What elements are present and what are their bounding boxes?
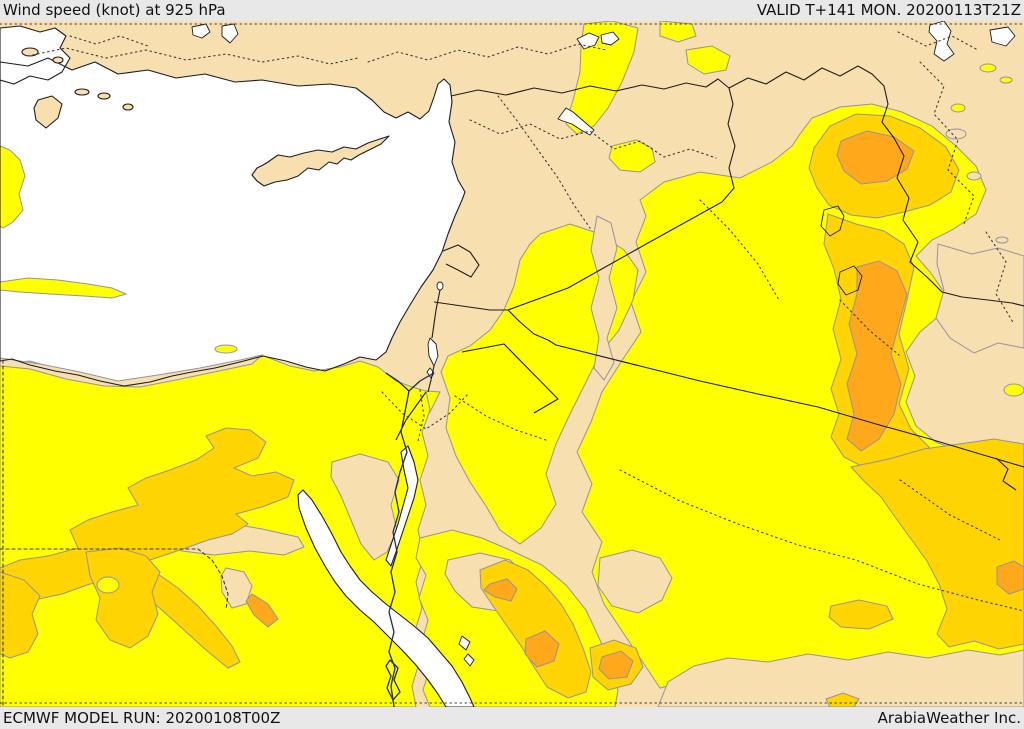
rhodes-island	[33, 95, 63, 129]
border-kuwait	[995, 457, 1017, 491]
red-sea-islands	[458, 635, 471, 651]
river-layer	[385, 372, 433, 708]
calm-pocket-jordan-valley	[590, 215, 618, 381]
mediterranean-sea	[0, 58, 465, 386]
lake	[576, 32, 600, 50]
calm-pocket	[966, 171, 982, 181]
wind-high-region-north-iraq	[836, 130, 915, 185]
admin-line	[699, 199, 780, 301]
calm-pocket-sinai	[330, 453, 400, 561]
border-jordan-iraq-saudi	[507, 309, 1024, 468]
wind-region	[214, 344, 238, 354]
island	[74, 88, 90, 96]
calm-pocket	[220, 567, 253, 609]
branding-label: ArabiaWeather Inc.	[877, 708, 1021, 727]
wind-medium-region-sw-egypt	[0, 427, 295, 669]
admin-line	[69, 35, 149, 47]
calm-pocket	[945, 128, 967, 140]
wind-high-region-central-iraq	[846, 260, 908, 452]
island	[52, 56, 64, 64]
nile-river	[388, 390, 410, 708]
wind-region	[0, 277, 128, 299]
wind-high-region	[245, 593, 279, 628]
lake-nasser	[385, 659, 401, 701]
lake	[191, 23, 211, 39]
valid-time-label: VALID T+141 MON. 20200113T21Z	[756, 1, 1021, 19]
calm-pocket	[597, 549, 673, 614]
gulf-of-suez-red-sea	[298, 490, 474, 707]
wind-high-region	[996, 560, 1024, 595]
border-jordan-river	[427, 289, 441, 393]
wind-region-hole	[96, 576, 120, 594]
border-turkey-syria-iraq-iran	[450, 65, 1024, 307]
wind-region	[950, 103, 966, 113]
border-egypt-sudan	[0, 548, 229, 611]
lake-urmia	[928, 20, 955, 62]
lake-van	[989, 26, 1016, 47]
lake-habbaniyah	[837, 265, 863, 296]
header-bar: Wind speed (knot) at 925 hPa VALID T+141…	[0, 0, 1024, 21]
calm-pocket-zagros	[935, 243, 1024, 354]
border-lebanon	[442, 244, 480, 278]
admin-line	[619, 469, 1024, 612]
wind-region	[979, 63, 997, 73]
lake	[221, 23, 239, 44]
admin-line	[381, 391, 469, 430]
lake	[600, 31, 620, 46]
admin-boundary-layer	[0, 23, 1024, 708]
wind-medium-region	[85, 547, 161, 649]
island	[97, 92, 111, 100]
border-layer	[395, 65, 1024, 491]
wind-high-region	[598, 650, 634, 680]
admin-line	[454, 395, 547, 441]
border-syria-jordan	[433, 301, 508, 311]
calm-pocket	[995, 236, 1009, 244]
wind-region	[999, 76, 1013, 84]
admin-line	[417, 389, 425, 442]
island	[122, 103, 134, 111]
border-jordan-saudi	[461, 343, 559, 414]
cyprus-island	[251, 135, 390, 187]
model-run-label: ECMWF MODEL RUN: 20200108T00Z	[3, 708, 281, 727]
red-sea-islands	[463, 653, 475, 667]
lake-tharthar	[820, 205, 845, 237]
sea-of-galilee	[436, 281, 444, 291]
wind-high-region	[483, 578, 518, 602]
border-egypt-israel	[395, 391, 427, 441]
border-syria-iraq	[507, 87, 736, 311]
wind-medium-region	[828, 599, 894, 630]
admin-line	[897, 31, 979, 51]
wind-region-center-mass	[440, 223, 639, 545]
nile-delta-branch	[385, 372, 410, 392]
wind-medium-region-southeast	[850, 438, 1024, 650]
admin-line	[899, 479, 1001, 541]
wind-region	[0, 145, 26, 229]
admin-line	[839, 299, 900, 356]
island-layer	[21, 47, 390, 187]
lake-layer	[191, 20, 1016, 667]
wind-high-region	[524, 630, 560, 668]
calm-pocket-south-band	[657, 649, 1024, 708]
island	[21, 47, 39, 57]
map-title: Wind speed (knot) at 925 hPa	[3, 1, 226, 19]
wind-high-layer	[245, 130, 1024, 680]
nile-delta-branch	[408, 373, 433, 392]
wind-region	[1003, 383, 1024, 397]
footer-bar: ECMWF MODEL RUN: 20200108T00Z ArabiaWeat…	[0, 707, 1024, 729]
sea-layer	[0, 26, 465, 386]
wind-region	[685, 45, 731, 75]
admin-line	[367, 43, 607, 63]
calm-pocket-coast	[0, 354, 264, 388]
